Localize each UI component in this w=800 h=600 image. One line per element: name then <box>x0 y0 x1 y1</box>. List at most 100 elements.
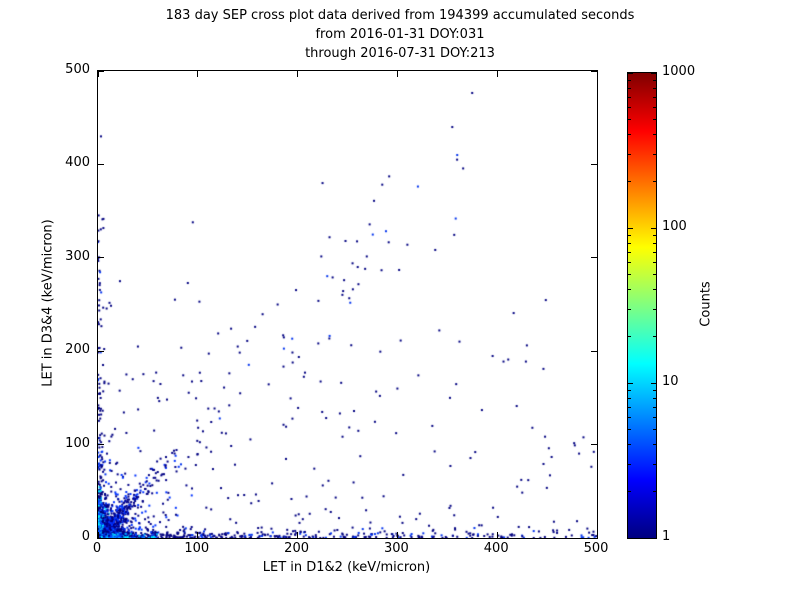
colorbar-tick-mark <box>628 382 633 384</box>
y-axis-label: LET in D3&4 (keV/micron) <box>40 219 56 387</box>
x-tick-mark <box>496 532 498 538</box>
colorbar-minor-tick-mark <box>653 106 656 108</box>
colorbar-minor-tick-mark <box>653 119 656 121</box>
colorbar-minor-tick-mark <box>628 79 631 81</box>
colorbar-minor-tick-mark <box>653 416 656 418</box>
x-axis-label: LET in D1&2 (keV/micron) <box>262 560 431 575</box>
y-tick-mark <box>591 70 597 72</box>
x-tick-mark <box>197 532 199 538</box>
title-line-2: from 2016-01-31 DOY:031 <box>315 27 485 42</box>
colorbar-minor-tick-mark <box>628 180 631 182</box>
colorbar-minor-tick-mark <box>653 242 656 244</box>
x-tick-label: 300 <box>383 541 409 556</box>
colorbar-tick-label: 10 <box>662 374 679 389</box>
y-tick-mark <box>591 257 597 259</box>
colorbar-minor-tick-mark <box>628 134 631 136</box>
colorbar-minor-tick-mark <box>653 289 656 291</box>
x-tick-mark <box>596 71 598 77</box>
colorbar-minor-tick-mark <box>628 87 631 89</box>
colorbar-minor-tick-mark <box>653 397 656 399</box>
x-tick-mark <box>97 532 99 538</box>
x-tick-mark <box>297 532 299 538</box>
colorbar-minor-tick-mark <box>628 463 631 465</box>
colorbar-minor-tick-mark <box>628 96 631 98</box>
colorbar-tick-mark <box>628 227 633 229</box>
colorbar-minor-tick-mark <box>628 251 631 253</box>
y-tick-mark <box>98 444 104 446</box>
colorbar-minor-tick-mark <box>628 335 631 337</box>
colorbar-minor-tick-mark <box>628 289 631 291</box>
colorbar-minor-tick-mark <box>653 261 656 263</box>
x-tick-mark <box>197 71 199 77</box>
colorbar-minor-tick-mark <box>628 261 631 263</box>
colorbar-minor-tick-mark <box>653 79 656 81</box>
colorbar-minor-tick-mark <box>653 87 656 89</box>
colorbar-minor-tick-mark <box>653 153 656 155</box>
colorbar-minor-tick-mark <box>653 444 656 446</box>
colorbar-minor-tick-mark <box>628 119 631 121</box>
x-tick-mark <box>596 532 598 538</box>
y-tick-label: 200 <box>65 342 90 358</box>
colorbar-minor-tick-mark <box>628 274 631 276</box>
colorbar-minor-tick-mark <box>653 490 656 492</box>
colorbar-minor-tick-mark <box>653 134 656 136</box>
y-tick-mark <box>591 163 597 165</box>
colorbar-minor-tick-mark <box>653 308 656 310</box>
x-tick-mark <box>297 71 299 77</box>
colorbar-minor-tick-mark <box>653 234 656 236</box>
colorbar-minor-tick-mark <box>628 308 631 310</box>
colorbar-minor-tick-mark <box>628 389 631 391</box>
colorbar-tick-mark <box>651 227 656 229</box>
y-tick-mark <box>591 444 597 446</box>
y-tick-mark <box>98 70 104 72</box>
x-tick-label: 100 <box>184 541 210 556</box>
colorbar-minor-tick-mark <box>653 274 656 276</box>
colorbar-minor-tick-mark <box>653 389 656 391</box>
plot-area <box>97 70 598 539</box>
colorbar-gradient <box>628 73 656 538</box>
x-tick-label: 500 <box>583 541 609 556</box>
colorbar-minor-tick-mark <box>653 429 656 431</box>
y-tick-mark <box>98 163 104 165</box>
y-tick-label: 300 <box>65 248 90 264</box>
colorbar-tick-mark <box>651 382 656 384</box>
y-tick-label: 0 <box>81 529 90 544</box>
title-line-1: 183 day SEP cross plot data derived from… <box>165 8 635 23</box>
colorbar-minor-tick-mark <box>628 153 631 155</box>
x-tick-mark <box>396 71 398 77</box>
y-tick-mark <box>591 537 597 539</box>
colorbar-minor-tick-mark <box>653 335 656 337</box>
colorbar-minor-tick-mark <box>628 429 631 431</box>
x-tick-label: 400 <box>483 541 509 556</box>
x-tick-mark <box>496 71 498 77</box>
colorbar-tick-label: 100 <box>662 219 687 234</box>
colorbar-tick-mark <box>651 537 656 539</box>
colorbar-tick-label: 1 <box>662 529 671 544</box>
colorbar-label: Counts <box>698 281 714 327</box>
colorbar-minor-tick-mark <box>628 234 631 236</box>
chart-title: 183 day SEP cross plot data derived from… <box>0 6 800 63</box>
colorbar-minor-tick-mark <box>628 406 631 408</box>
x-tick-mark <box>97 71 99 77</box>
colorbar-tick-mark <box>628 537 633 539</box>
colorbar-minor-tick-mark <box>628 444 631 446</box>
colorbar-tick-mark <box>651 72 656 74</box>
colorbar-minor-tick-mark <box>653 96 656 98</box>
title-line-3: through 2016-07-31 DOY:213 <box>305 46 495 61</box>
colorbar-minor-tick-mark <box>628 416 631 418</box>
y-tick-mark <box>591 350 597 352</box>
colorbar-minor-tick-mark <box>653 251 656 253</box>
y-tick-mark <box>98 257 104 259</box>
x-tick-label: 0 <box>92 541 102 556</box>
colorbar <box>627 72 657 539</box>
colorbar-tick-mark <box>628 72 633 74</box>
colorbar-tick-label: 1000 <box>662 64 696 79</box>
y-tick-label: 500 <box>65 62 90 77</box>
y-tick-mark <box>98 350 104 352</box>
points-canvas <box>98 71 597 538</box>
colorbar-minor-tick-mark <box>628 490 631 492</box>
colorbar-minor-tick-mark <box>653 180 656 182</box>
x-tick-label: 200 <box>284 541 310 556</box>
colorbar-minor-tick-mark <box>628 397 631 399</box>
y-tick-label: 100 <box>65 435 90 451</box>
